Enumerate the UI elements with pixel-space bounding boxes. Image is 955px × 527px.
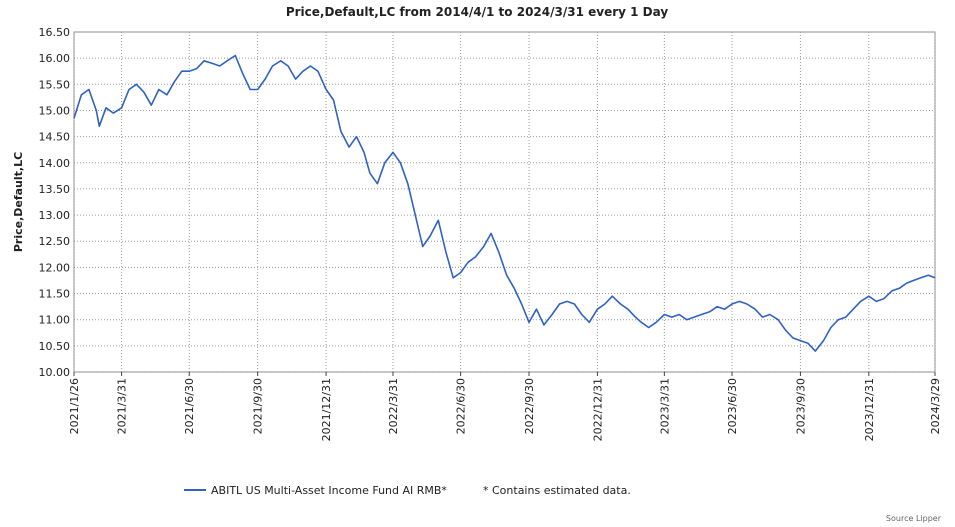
legend: ABITL US Multi-Asset Income Fund AI RMB*… — [184, 484, 631, 497]
y-tick-label: 14.00 — [39, 157, 71, 170]
x-tick-label: 2023/9/30 — [794, 378, 807, 434]
grid-lines — [73, 31, 936, 373]
x-tick-label: 2022/12/31 — [591, 378, 604, 441]
x-tick-label: 2021/3/31 — [116, 378, 129, 434]
y-tick-label: 12.00 — [39, 261, 71, 274]
y-tick-label: 15.00 — [39, 104, 71, 117]
x-axis-ticks: 2021/1/26 2021/3/31 2021/6/30 2021/9/30 2021… — [68, 372, 942, 441]
y-tick-label: 14.50 — [39, 131, 71, 144]
y-axis-ticks: 10.00 10.50 11.00 11.50 12.00 12.50 13.00 13.50… — [39, 26, 71, 379]
plot-area — [73, 31, 936, 373]
y-axis-label: Price,Default,LC — [12, 152, 25, 252]
x-tick-label: 2022/9/30 — [523, 378, 536, 434]
y-tick-label: 15.50 — [39, 78, 71, 91]
y-tick-label: 16.50 — [39, 26, 71, 39]
x-tick-label: 2023/12/31 — [863, 378, 876, 441]
x-tick-label: 2021/1/26 — [68, 378, 81, 434]
x-tick-label: 2022/3/31 — [387, 378, 400, 434]
x-tick-label: 2021/12/31 — [320, 378, 333, 441]
y-tick-label: 16.00 — [39, 52, 71, 65]
x-tick-label: 2023/3/31 — [658, 378, 671, 434]
y-tick-label: 10.50 — [39, 340, 71, 353]
y-tick-label: 12.50 — [39, 235, 71, 248]
series-line — [73, 54, 936, 352]
chart-title: Price,Default,LC from 2014/4/1 to 2024/3… — [286, 5, 669, 19]
x-tick-label: 2021/9/30 — [252, 378, 265, 434]
legend-note: * Contains estimated data. — [483, 484, 631, 497]
source-credit: Source Lipper — [886, 514, 942, 523]
y-tick-label: 11.50 — [39, 288, 71, 301]
x-tick-label: 2023/6/30 — [726, 378, 739, 434]
y-tick-label: 10.00 — [39, 366, 71, 379]
y-tick-label: 13.50 — [39, 183, 71, 196]
x-tick-label: 2024/3/29 — [929, 378, 942, 434]
x-tick-label: 2021/6/30 — [183, 378, 196, 434]
legend-series-label: ABITL US Multi-Asset Income Fund AI RMB* — [211, 484, 447, 497]
y-tick-label: 11.00 — [39, 314, 71, 327]
x-tick-label: 2022/6/30 — [455, 378, 468, 434]
y-tick-label: 13.00 — [39, 209, 71, 222]
